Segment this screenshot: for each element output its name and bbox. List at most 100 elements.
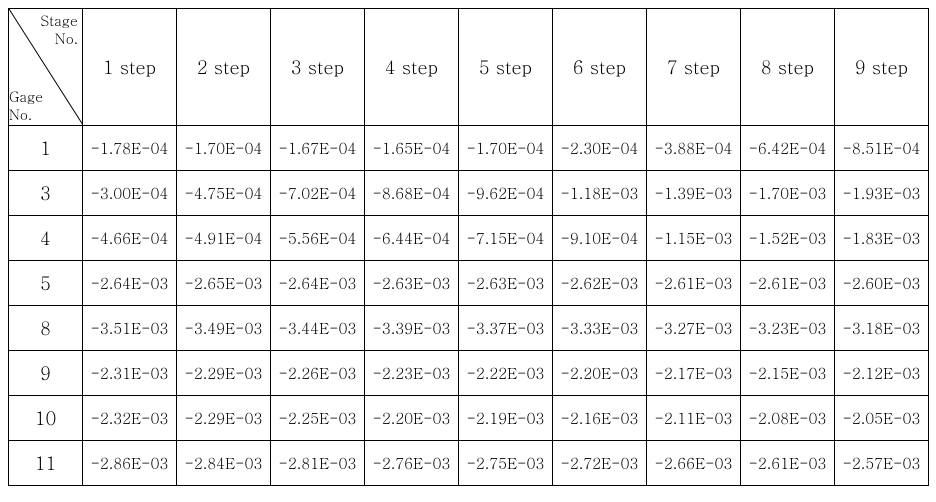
table-body: 1 -1.78E-04 -1.70E-04 -1.67E-04 -1.65E-0… [9,126,929,486]
cell: -2.23E-03 [365,351,459,396]
cell: -2.05E-03 [835,396,929,441]
row-header: 9 [9,351,83,396]
cell: -3.00E-04 [83,171,177,216]
table-row: 11 -2.86E-03 -2.84E-03 -2.81E-03 -2.76E-… [9,441,929,486]
col-header: 8 step [741,9,835,126]
cell: -2.22E-03 [459,351,553,396]
row-header: 8 [9,306,83,351]
cell: -2.64E-03 [83,261,177,306]
corner-bot-line1: Gage [9,86,43,106]
corner-bot-line2: No. [9,104,32,124]
table-row: 8 -3.51E-03 -3.49E-03 -3.44E-03 -3.39E-0… [9,306,929,351]
cell: -2.84E-03 [177,441,271,486]
row-header: 4 [9,216,83,261]
cell: -2.29E-03 [177,351,271,396]
cell: -2.66E-03 [647,441,741,486]
col-header: 2 step [177,9,271,126]
row-header: 3 [9,171,83,216]
table-row: 5 -2.64E-03 -2.65E-03 -2.64E-03 -2.63E-0… [9,261,929,306]
cell: -1.78E-04 [83,126,177,171]
cell: -3.33E-03 [553,306,647,351]
table-row: 9 -2.31E-03 -2.29E-03 -2.26E-03 -2.23E-0… [9,351,929,396]
cell: -1.65E-04 [365,126,459,171]
cell: -7.15E-04 [459,216,553,261]
cell: -8.51E-04 [835,126,929,171]
cell: -2.12E-03 [835,351,929,396]
cell: -3.37E-03 [459,306,553,351]
cell: -2.86E-03 [83,441,177,486]
cell: -4.91E-04 [177,216,271,261]
cell: -2.17E-03 [647,351,741,396]
cell: -2.63E-03 [365,261,459,306]
cell: -2.19E-03 [459,396,553,441]
data-table: Stage No. Gage No. 1 step 2 step 3 step … [8,8,929,486]
cell: -1.15E-03 [647,216,741,261]
corner-top-line1: Stage [40,10,78,30]
cell: -2.20E-03 [553,351,647,396]
header-row: Stage No. Gage No. 1 step 2 step 3 step … [9,9,929,126]
table-row: 1 -1.78E-04 -1.70E-04 -1.67E-04 -1.65E-0… [9,126,929,171]
row-header: 1 [9,126,83,171]
cell: -7.02E-04 [271,171,365,216]
cell: -3.88E-04 [647,126,741,171]
cell: -2.32E-03 [83,396,177,441]
cell: -2.65E-03 [177,261,271,306]
cell: -1.70E-03 [741,171,835,216]
cell: -1.52E-03 [741,216,835,261]
cell: -4.75E-04 [177,171,271,216]
col-header: 9 step [835,9,929,126]
table-row: 4 -4.66E-04 -4.91E-04 -5.56E-04 -6.44E-0… [9,216,929,261]
col-header: 1 step [83,9,177,126]
cell: -2.25E-03 [271,396,365,441]
cell: -2.11E-03 [647,396,741,441]
cell: -1.67E-04 [271,126,365,171]
cell: -1.83E-03 [835,216,929,261]
corner-bottom-label: Gage No. [9,87,43,123]
cell: -2.30E-04 [553,126,647,171]
cell: -2.64E-03 [271,261,365,306]
cell: -2.20E-03 [365,396,459,441]
corner-top-label: Stage No. [40,11,78,47]
cell: -3.27E-03 [647,306,741,351]
corner-top-line2: No. [55,28,78,48]
cell: -2.61E-03 [741,441,835,486]
table-row: 10 -2.32E-03 -2.29E-03 -2.25E-03 -2.20E-… [9,396,929,441]
cell: -3.23E-03 [741,306,835,351]
cell: -2.08E-03 [741,396,835,441]
cell: -2.75E-03 [459,441,553,486]
cell: -3.49E-03 [177,306,271,351]
row-header: 10 [9,396,83,441]
cell: -2.76E-03 [365,441,459,486]
cell: -2.72E-03 [553,441,647,486]
corner-header: Stage No. Gage No. [9,9,83,126]
cell: -6.42E-04 [741,126,835,171]
cell: -8.68E-04 [365,171,459,216]
cell: -2.63E-03 [459,261,553,306]
cell: -2.81E-03 [271,441,365,486]
cell: -1.93E-03 [835,171,929,216]
cell: -2.29E-03 [177,396,271,441]
col-header: 6 step [553,9,647,126]
cell: -1.70E-04 [459,126,553,171]
cell: -2.61E-03 [741,261,835,306]
col-header: 4 step [365,9,459,126]
cell: -6.44E-04 [365,216,459,261]
col-header: 5 step [459,9,553,126]
col-header: 3 step [271,9,365,126]
row-header: 11 [9,441,83,486]
cell: -3.18E-03 [835,306,929,351]
cell: -2.15E-03 [741,351,835,396]
cell: -2.57E-03 [835,441,929,486]
cell: -3.51E-03 [83,306,177,351]
cell: -2.60E-03 [835,261,929,306]
cell: -2.61E-03 [647,261,741,306]
cell: -3.44E-03 [271,306,365,351]
row-header: 5 [9,261,83,306]
cell: -4.66E-04 [83,216,177,261]
cell: -3.39E-03 [365,306,459,351]
cell: -5.56E-04 [271,216,365,261]
cell: -2.31E-03 [83,351,177,396]
col-header: 7 step [647,9,741,126]
cell: -9.62E-04 [459,171,553,216]
cell: -1.70E-04 [177,126,271,171]
